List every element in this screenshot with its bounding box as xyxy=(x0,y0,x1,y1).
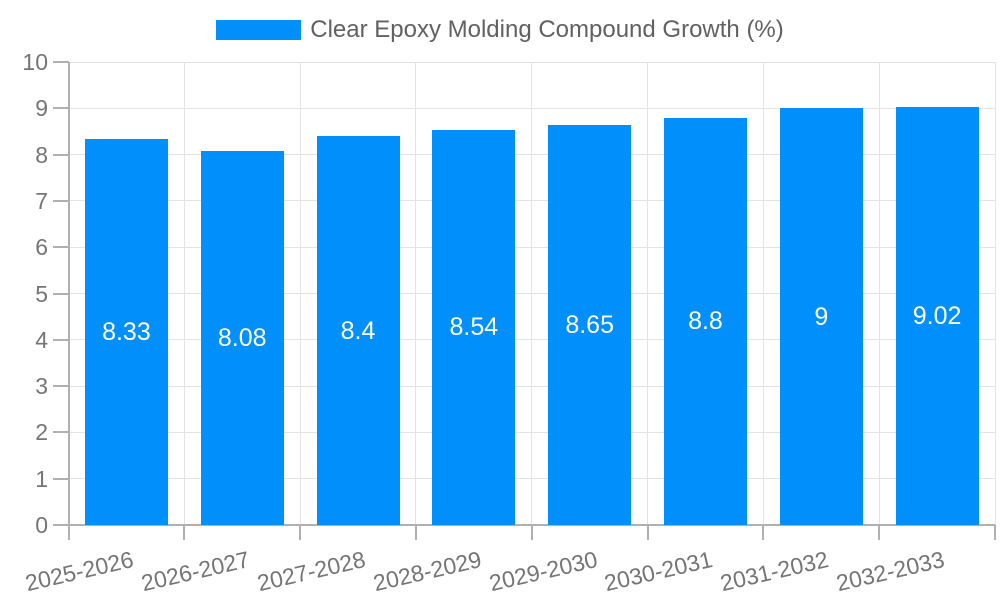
bar-value-label: 8.54 xyxy=(449,313,499,342)
x-axis-label: 2027-2028 xyxy=(254,546,368,597)
bar[interactable] xyxy=(316,136,400,525)
x-gridline xyxy=(994,62,996,525)
y-axis-tick xyxy=(52,385,69,388)
legend-series-label: Clear Epoxy Molding Compound Growth (%) xyxy=(310,16,784,43)
y-axis-tick-label: 8 xyxy=(35,141,48,168)
bar-value-label: 9.02 xyxy=(912,302,962,331)
y-axis-line xyxy=(67,62,70,540)
x-gridline xyxy=(183,62,185,525)
y-axis-tick xyxy=(52,199,69,202)
y-axis-tick-label: 7 xyxy=(35,187,48,214)
bar[interactable] xyxy=(432,129,516,525)
x-axis-label: 2031-2032 xyxy=(718,546,832,597)
bar[interactable] xyxy=(200,150,284,525)
x-gridline xyxy=(762,62,764,525)
y-axis-tick-label: 3 xyxy=(35,373,48,400)
x-axis-tick xyxy=(994,525,996,540)
x-axis-tick xyxy=(878,525,881,540)
y-axis-tick-label: 4 xyxy=(35,326,48,353)
y-axis-tick-label: 9 xyxy=(35,95,48,122)
x-axis-label: 2028-2029 xyxy=(370,546,484,597)
x-axis-tick xyxy=(646,525,649,540)
legend-color-swatch xyxy=(216,20,302,40)
y-axis-tick xyxy=(52,246,69,249)
y-axis-tick-label: 6 xyxy=(35,234,48,261)
bar-value-label: 8.33 xyxy=(102,318,151,347)
y-axis-tick xyxy=(52,431,69,434)
x-gridline xyxy=(415,62,417,525)
x-gridline xyxy=(878,62,880,525)
y-axis-tick xyxy=(52,292,69,295)
x-axis-label: 2032-2033 xyxy=(833,546,947,597)
y-axis-tick-label: 10 xyxy=(22,49,48,75)
y-axis-tick-label: 5 xyxy=(35,280,48,307)
x-axis-tick xyxy=(530,525,533,540)
x-axis-tick xyxy=(299,525,302,540)
x-gridline xyxy=(647,62,649,525)
y-axis-tick xyxy=(52,153,69,156)
x-axis-tick xyxy=(762,525,765,540)
x-gridline xyxy=(299,62,301,525)
bar-value-label: 8.08 xyxy=(217,323,267,352)
bar[interactable] xyxy=(663,117,747,525)
bar-value-label: 8.65 xyxy=(565,310,614,339)
bar[interactable] xyxy=(548,124,632,525)
y-axis-tick-label: 0 xyxy=(35,512,48,538)
bar-value-label: 8.4 xyxy=(340,316,376,345)
bar-value-label: 9 xyxy=(814,302,829,331)
bar[interactable] xyxy=(84,139,168,525)
y-axis-tick xyxy=(52,477,69,480)
x-axis-tick xyxy=(183,525,186,540)
x-axis-line xyxy=(52,524,995,526)
bar[interactable] xyxy=(895,107,979,525)
x-axis-label: 2029-2030 xyxy=(486,546,600,597)
y-axis-tick-label: 1 xyxy=(35,465,48,492)
y-axis-tick-label: 2 xyxy=(35,419,48,446)
y-axis-tick xyxy=(52,338,69,341)
y-axis-tick xyxy=(52,61,69,63)
x-axis-label: 2025-2026 xyxy=(23,546,137,597)
chart-legend[interactable]: Clear Epoxy Molding Compound Growth (%) xyxy=(0,16,1000,44)
x-axis-tick xyxy=(414,525,417,540)
x-axis-label: 2026-2027 xyxy=(139,546,253,597)
x-axis-label: 2030-2031 xyxy=(602,546,716,597)
y-axis-tick xyxy=(52,107,69,110)
bar[interactable] xyxy=(779,108,863,525)
x-gridline xyxy=(531,62,533,525)
bar-value-label: 8.8 xyxy=(688,307,723,336)
